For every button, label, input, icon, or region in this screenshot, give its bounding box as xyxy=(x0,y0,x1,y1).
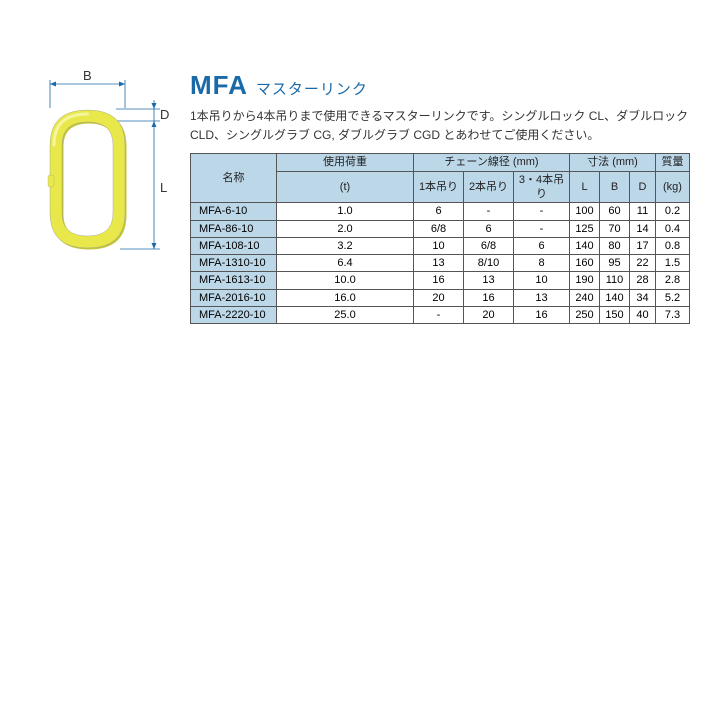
th-load-unit: (t) xyxy=(277,171,414,203)
cell-name: MFA-86-10 xyxy=(191,220,277,237)
cell-load: 3.2 xyxy=(277,237,414,254)
cell-L: 100 xyxy=(570,203,600,220)
cell-name: MFA-2220-10 xyxy=(191,307,277,324)
cell-L: 250 xyxy=(570,307,600,324)
th-c1: 1本吊り xyxy=(414,171,464,203)
cell-B: 95 xyxy=(600,255,630,272)
ring-icon xyxy=(48,110,127,250)
cell-L: 190 xyxy=(570,272,600,289)
master-link-diagram: B D L xyxy=(20,70,175,300)
cell-L: 140 xyxy=(570,237,600,254)
cell-B: 140 xyxy=(600,289,630,306)
cell-kg: 1.5 xyxy=(656,255,690,272)
cell-D: 17 xyxy=(630,237,656,254)
table-row: MFA-2220-1025.0-2016250150407.3 xyxy=(191,307,690,324)
cell-kg: 0.8 xyxy=(656,237,690,254)
cell-c2: - xyxy=(464,203,514,220)
cell-name: MFA-1613-10 xyxy=(191,272,277,289)
th-D: D xyxy=(630,171,656,203)
cell-c2: 16 xyxy=(464,289,514,306)
cell-L: 160 xyxy=(570,255,600,272)
diagram-column: B D L xyxy=(20,70,175,324)
cell-c2: 6 xyxy=(464,220,514,237)
cell-B: 80 xyxy=(600,237,630,254)
th-mass: 質量 xyxy=(656,154,690,171)
cell-name: MFA-108-10 xyxy=(191,237,277,254)
cell-load: 2.0 xyxy=(277,220,414,237)
cell-B: 150 xyxy=(600,307,630,324)
cell-D: 11 xyxy=(630,203,656,220)
cell-c1: 10 xyxy=(414,237,464,254)
cell-B: 70 xyxy=(600,220,630,237)
content-column: MFA マスターリンク 1本吊りから4本吊りまで使用できるマスターリンクです。シ… xyxy=(190,70,690,324)
cell-kg: 0.4 xyxy=(656,220,690,237)
spec-table: 名称 使用荷重 チェーン線径 (mm) 寸法 (mm) 質量 (t) 1本吊り … xyxy=(190,153,690,324)
cell-c34: 6 xyxy=(514,237,570,254)
cell-c1: 20 xyxy=(414,289,464,306)
cell-c34: - xyxy=(514,203,570,220)
table-row: MFA-6-101.06--10060110.2 xyxy=(191,203,690,220)
cell-kg: 5.2 xyxy=(656,289,690,306)
cell-D: 34 xyxy=(630,289,656,306)
cell-c2: 8/10 xyxy=(464,255,514,272)
cell-B: 110 xyxy=(600,272,630,289)
cell-load: 1.0 xyxy=(277,203,414,220)
cell-D: 14 xyxy=(630,220,656,237)
cell-c1: 16 xyxy=(414,272,464,289)
dim-label-l: L xyxy=(160,180,167,195)
title-sub: マスターリンク xyxy=(256,78,368,99)
cell-c2: 6/8 xyxy=(464,237,514,254)
cell-c34: - xyxy=(514,220,570,237)
th-B: B xyxy=(600,171,630,203)
cell-c1: 13 xyxy=(414,255,464,272)
cell-load: 10.0 xyxy=(277,272,414,289)
cell-name: MFA-6-10 xyxy=(191,203,277,220)
cell-c34: 13 xyxy=(514,289,570,306)
cell-c1: 6 xyxy=(414,203,464,220)
cell-B: 60 xyxy=(600,203,630,220)
th-c34: 3・4本吊り xyxy=(514,171,570,203)
table-row: MFA-1613-1010.0161310190110282.8 xyxy=(191,272,690,289)
th-name: 名称 xyxy=(191,154,277,203)
cell-kg: 7.3 xyxy=(656,307,690,324)
cell-c34: 10 xyxy=(514,272,570,289)
cell-c34: 8 xyxy=(514,255,570,272)
table-row: MFA-86-102.06/86-12570140.4 xyxy=(191,220,690,237)
th-mass-unit: (kg) xyxy=(656,171,690,203)
cell-D: 28 xyxy=(630,272,656,289)
cell-load: 25.0 xyxy=(277,307,414,324)
cell-D: 40 xyxy=(630,307,656,324)
cell-L: 125 xyxy=(570,220,600,237)
cell-kg: 2.8 xyxy=(656,272,690,289)
title-row: MFA マスターリンク xyxy=(190,70,690,101)
dim-label-d: D xyxy=(160,107,169,122)
table-row: MFA-1310-106.4138/10816095221.5 xyxy=(191,255,690,272)
cell-c1: 6/8 xyxy=(414,220,464,237)
cell-c2: 13 xyxy=(464,272,514,289)
cell-kg: 0.2 xyxy=(656,203,690,220)
cell-c34: 16 xyxy=(514,307,570,324)
cell-c2: 20 xyxy=(464,307,514,324)
cell-name: MFA-1310-10 xyxy=(191,255,277,272)
th-L: L xyxy=(570,171,600,203)
table-row: MFA-2016-1016.0201613240140345.2 xyxy=(191,289,690,306)
title-main: MFA xyxy=(190,70,248,101)
description: 1本吊りから4本吊りまで使用できるマスターリンクです。シングルロック CL、ダブ… xyxy=(190,107,690,145)
th-load: 使用荷重 xyxy=(277,154,414,171)
th-dim: 寸法 (mm) xyxy=(570,154,656,171)
cell-L: 240 xyxy=(570,289,600,306)
cell-name: MFA-2016-10 xyxy=(191,289,277,306)
th-chain: チェーン線径 (mm) xyxy=(414,154,570,171)
cell-load: 6.4 xyxy=(277,255,414,272)
table-row: MFA-108-103.2106/8614080170.8 xyxy=(191,237,690,254)
cell-load: 16.0 xyxy=(277,289,414,306)
th-c2: 2本吊り xyxy=(464,171,514,203)
dim-label-b: B xyxy=(83,70,92,83)
cell-D: 22 xyxy=(630,255,656,272)
cell-c1: - xyxy=(414,307,464,324)
